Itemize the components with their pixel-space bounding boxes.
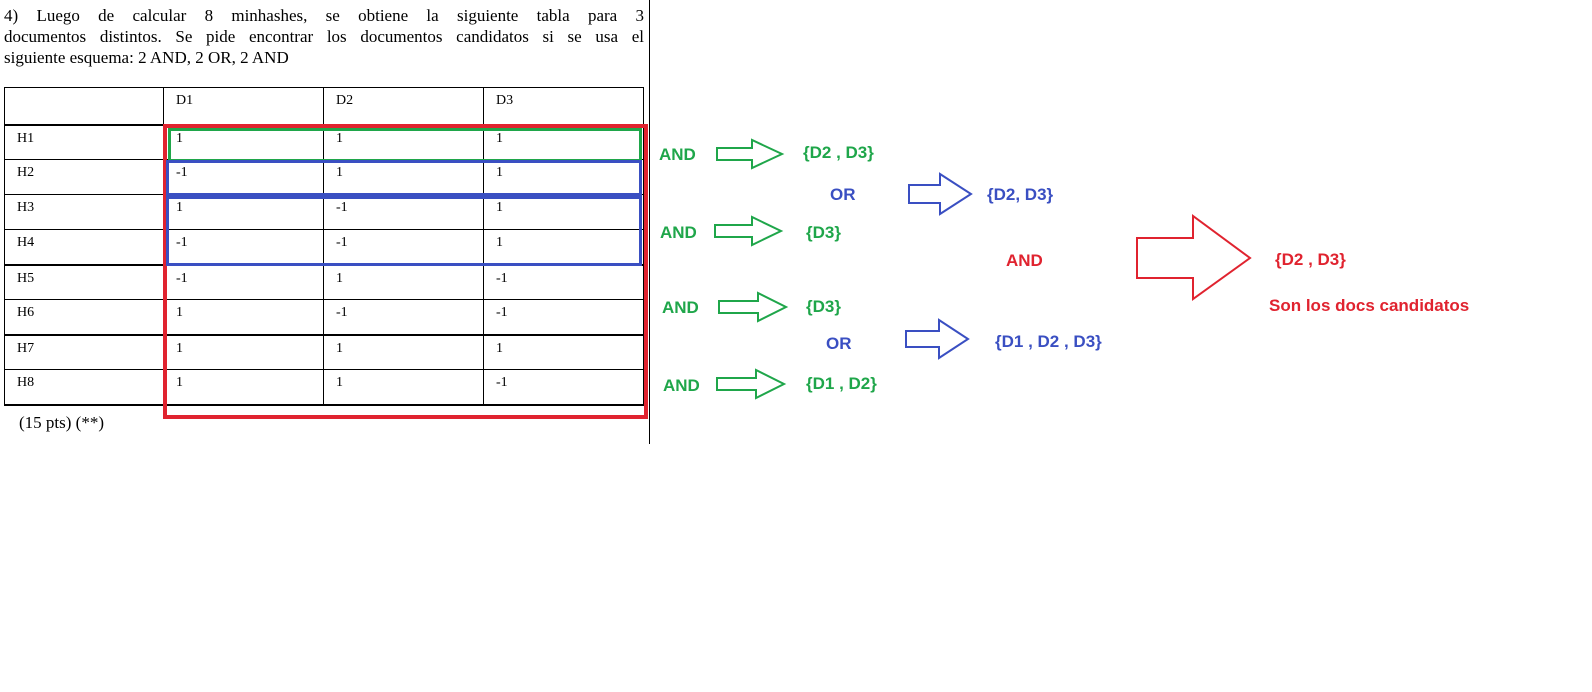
and-label-3: AND (662, 298, 699, 317)
header-cell: D2 (323, 87, 484, 126)
green-arrow-icon (716, 368, 787, 400)
row-label: H6 (4, 299, 164, 336)
red-highlight-box (163, 124, 648, 419)
problem-line-3: siguiente esquema: 2 AND, 2 OR, 2 AND (4, 48, 289, 67)
row-label: H5 (4, 264, 164, 300)
or-result-1: {D2, D3} (987, 185, 1054, 204)
or-result-2: {D1 , D2 , D3} (995, 332, 1102, 351)
table-row: H7 1 1 1 (4, 334, 644, 370)
green-arrow-icon (716, 138, 785, 170)
and-result-3: {D3} (806, 297, 841, 316)
green-highlight-box (168, 128, 642, 162)
and-label-4: AND (663, 376, 700, 395)
and-result-4: {D1 , D2} (806, 374, 877, 393)
table-row: H8 1 1 -1 (4, 369, 644, 406)
blue-arrow-icon (908, 172, 973, 216)
problem-line-2: documentos distintos. Se pide encontrar … (4, 27, 644, 46)
row-label: H7 (4, 334, 164, 370)
row-label: H4 (4, 229, 164, 266)
table-row: H4 -1 -1 1 (4, 229, 644, 266)
table-cell: 1 (163, 334, 324, 370)
row-label: H2 (4, 159, 164, 195)
and-result-1: {D2 , D3} (803, 143, 874, 162)
table-cell: 1 (163, 299, 324, 336)
points-note: (15 pts) (**) (19, 413, 104, 432)
table-header-row: D1 D2 D3 (4, 87, 644, 126)
header-cell: D3 (483, 87, 644, 126)
table-row: H3 1 -1 1 (4, 194, 644, 230)
blue-highlight-box-upper (166, 160, 642, 196)
row-label: H1 (4, 124, 164, 160)
or-label-1: OR (830, 185, 856, 204)
and-label-2: AND (660, 223, 697, 242)
page-edge-line (649, 0, 650, 444)
table-cell: 1 (323, 264, 484, 300)
blue-arrow-icon (905, 318, 970, 360)
problem-statement: 4) Luego de calcular 8 minhashes, se obt… (4, 5, 644, 68)
table-cell: 1 (483, 159, 644, 195)
problem-line-1: 4) Luego de calcular 8 minhashes, se obt… (4, 6, 644, 25)
table-cell: -1 (163, 229, 324, 266)
table-cell: -1 (483, 369, 644, 406)
minhash-table: D1 D2 D3 H1 1 1 1 H2 -1 1 1 H3 1 -1 1 H4… (4, 87, 644, 406)
blue-highlight-box-lower (166, 196, 642, 266)
row-label: H3 (4, 194, 164, 230)
table-cell: 1 (323, 369, 484, 406)
and-label-1: AND (659, 145, 696, 164)
green-arrow-icon (714, 215, 784, 247)
table-cell: 1 (163, 369, 324, 406)
or-label-2: OR (826, 334, 852, 353)
green-arrow-icon (718, 291, 789, 323)
table-cell: -1 (323, 229, 484, 266)
header-cell: D1 (163, 87, 324, 126)
final-and-label: AND (1006, 251, 1043, 270)
and-result-2: {D3} (806, 223, 841, 242)
table-row: H6 1 -1 -1 (4, 299, 644, 336)
final-result: {D2 , D3} (1275, 250, 1346, 269)
table-row: H2 -1 1 1 (4, 159, 644, 195)
table-cell: -1 (483, 299, 644, 336)
header-cell (4, 87, 164, 126)
row-label: H8 (4, 369, 164, 406)
red-arrow-icon (1136, 214, 1252, 301)
table-cell: -1 (323, 299, 484, 336)
table-cell: 1 (163, 194, 324, 230)
final-note: Son los docs candidatos (1269, 296, 1470, 315)
